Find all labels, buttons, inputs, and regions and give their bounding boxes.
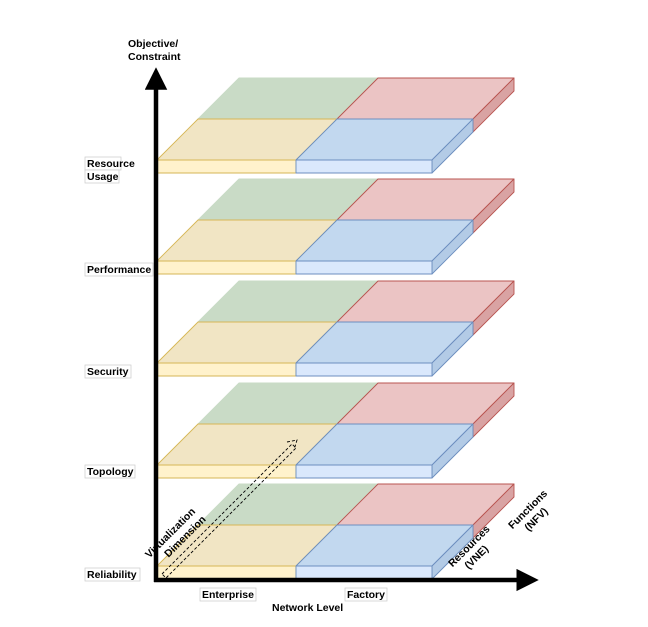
x-axis-title: Network Level bbox=[272, 602, 343, 614]
x-tick-factory: Factory bbox=[347, 589, 385, 601]
layer-slab bbox=[156, 77, 515, 174]
layer-label-reliability: Reliability bbox=[87, 569, 137, 581]
slab-front-yellow bbox=[156, 362, 297, 377]
slab-front-blue bbox=[295, 159, 433, 174]
slab-front-yellow bbox=[156, 260, 297, 275]
virtualization-arrow bbox=[161, 439, 298, 579]
layers-group bbox=[156, 77, 515, 580]
slab-front-blue bbox=[295, 565, 433, 580]
slab-front-yellow bbox=[156, 565, 297, 580]
slab-front-blue bbox=[295, 464, 433, 479]
layer-slab bbox=[156, 280, 515, 377]
layer-label-performance: Performance bbox=[87, 264, 151, 276]
layer-label-resource-usage-line1: Resource bbox=[87, 158, 135, 170]
layer-slab bbox=[156, 483, 515, 580]
slab-front-yellow bbox=[156, 464, 297, 479]
x-tick-enterprise: Enterprise bbox=[202, 589, 254, 601]
y-axis-title-line1: Objective/ bbox=[128, 38, 178, 50]
layer-label-security: Security bbox=[87, 366, 129, 378]
layer-label-resource-usage-line2: Usage bbox=[87, 171, 119, 183]
layer-label-topology: Topology bbox=[87, 466, 134, 478]
slab-front-blue bbox=[295, 260, 433, 275]
y-axis-title-line2: Constraint bbox=[128, 51, 181, 63]
layer-labels: Resource Usage Performance Security Topo… bbox=[84, 156, 154, 582]
layer-slab bbox=[156, 178, 515, 275]
layer-slab bbox=[156, 382, 515, 479]
slab-front-blue bbox=[295, 362, 433, 377]
slab-front-yellow bbox=[156, 159, 297, 174]
